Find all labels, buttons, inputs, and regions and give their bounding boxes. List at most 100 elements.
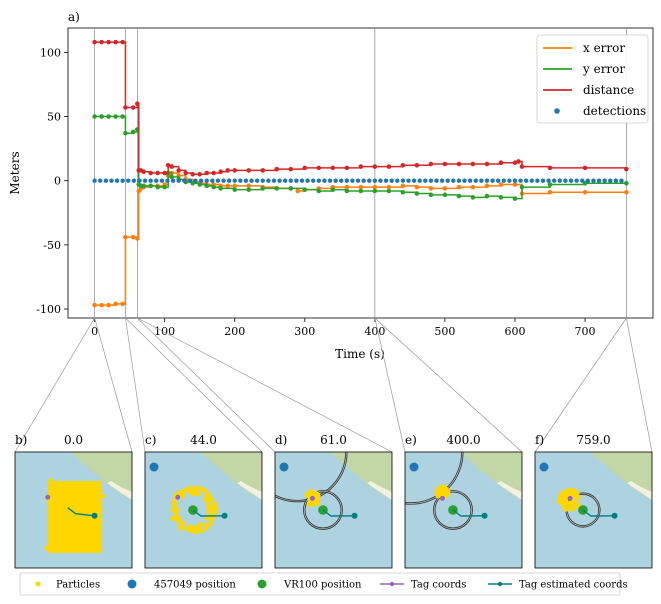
detection-point [266, 178, 271, 183]
detection-point [490, 178, 495, 183]
panel-title: 0.0 [64, 433, 83, 447]
detection-point [512, 178, 518, 183]
tag-estimated-track [452, 509, 485, 517]
detection-point [187, 178, 193, 183]
data-point [428, 186, 434, 191]
x-tick-label: 600 [504, 325, 525, 338]
data-point [316, 165, 322, 171]
detection-point [327, 178, 333, 183]
data-point [484, 161, 490, 167]
particle [180, 520, 186, 526]
data-point [547, 189, 553, 195]
data-point [148, 183, 153, 189]
legend-label: detections [583, 104, 646, 118]
detection-point [142, 178, 148, 183]
detection-point [148, 178, 153, 183]
data-point [197, 182, 203, 187]
detection-point [591, 178, 596, 183]
data-point [123, 105, 128, 110]
particle [63, 533, 68, 538]
data-point [400, 183, 406, 189]
detection-point [518, 178, 523, 183]
panel-map [145, 452, 262, 568]
panel-map [535, 452, 652, 568]
particle [94, 524, 99, 529]
particle [203, 488, 209, 494]
position-457049-marker [279, 462, 289, 472]
snapshot-panel: c) 44.0 [144, 433, 263, 569]
data-point [106, 114, 111, 119]
data-point [211, 170, 217, 176]
detection-point [596, 178, 602, 183]
data-point [120, 39, 125, 45]
particle [171, 498, 177, 504]
legend-box [536, 34, 649, 124]
data-point [624, 166, 629, 172]
position-457049-marker [409, 462, 419, 472]
data-point [456, 193, 462, 199]
data-point [169, 164, 174, 169]
data-point [358, 188, 364, 194]
data-point [470, 161, 476, 167]
panel-label: c) [145, 433, 156, 447]
particle [83, 525, 88, 530]
particle [52, 546, 57, 551]
data-point [288, 186, 294, 191]
data-point [442, 161, 448, 167]
data-point [414, 184, 420, 190]
bottom-legend: Particles 457049 position VR100 position Ta… [19, 572, 628, 596]
particle [560, 492, 566, 498]
panel-label-a: a) [68, 10, 80, 24]
x-tick-label: 700 [575, 325, 596, 338]
snapshot-panel: d) 61.0 [274, 433, 393, 569]
tag-estimated-track [322, 509, 355, 517]
detection-point [355, 178, 361, 183]
data-point [582, 189, 588, 195]
data-point [113, 114, 118, 119]
panel-title: 400.0 [446, 433, 480, 447]
data-point [624, 189, 629, 195]
data-point [295, 188, 301, 194]
legend-label: distance [583, 83, 634, 97]
data-point [260, 186, 266, 191]
snapshot-panel: e) 400.0 [404, 433, 523, 569]
data-point [547, 182, 553, 187]
tag-coords-marker [45, 494, 51, 500]
particle [86, 543, 91, 548]
data-point [358, 164, 364, 169]
detection-point [210, 178, 215, 183]
series-detections [92, 178, 624, 183]
panel-frame [404, 451, 523, 569]
detection-point [535, 178, 540, 183]
detection-point [333, 178, 338, 183]
y-axis-label: Meters [8, 151, 22, 194]
detection-point [350, 178, 355, 183]
data-point [197, 171, 203, 177]
particle [63, 506, 68, 511]
particle [66, 544, 71, 549]
panel-label: f) [535, 433, 544, 447]
panel-title: 44.0 [190, 433, 217, 447]
data-point [372, 184, 378, 190]
detection-point [232, 178, 237, 183]
detection-point [608, 178, 613, 183]
data-point [106, 302, 111, 308]
data-point [183, 170, 189, 176]
tag-coords-marker [309, 495, 315, 501]
data-point [120, 114, 125, 119]
detection-point [215, 178, 221, 183]
data-point [232, 168, 238, 173]
data-point [176, 168, 181, 173]
particle [61, 493, 66, 498]
data-point [358, 184, 364, 190]
particle [49, 508, 54, 513]
detection-point [501, 178, 506, 183]
data-point [155, 184, 160, 190]
particle [185, 487, 190, 493]
x-tick-label: 500 [434, 325, 455, 338]
detection-point [423, 178, 428, 183]
detection-point [479, 178, 484, 183]
particle [97, 537, 102, 542]
detection-point [552, 178, 557, 183]
tag-estimated-marker [481, 512, 488, 519]
